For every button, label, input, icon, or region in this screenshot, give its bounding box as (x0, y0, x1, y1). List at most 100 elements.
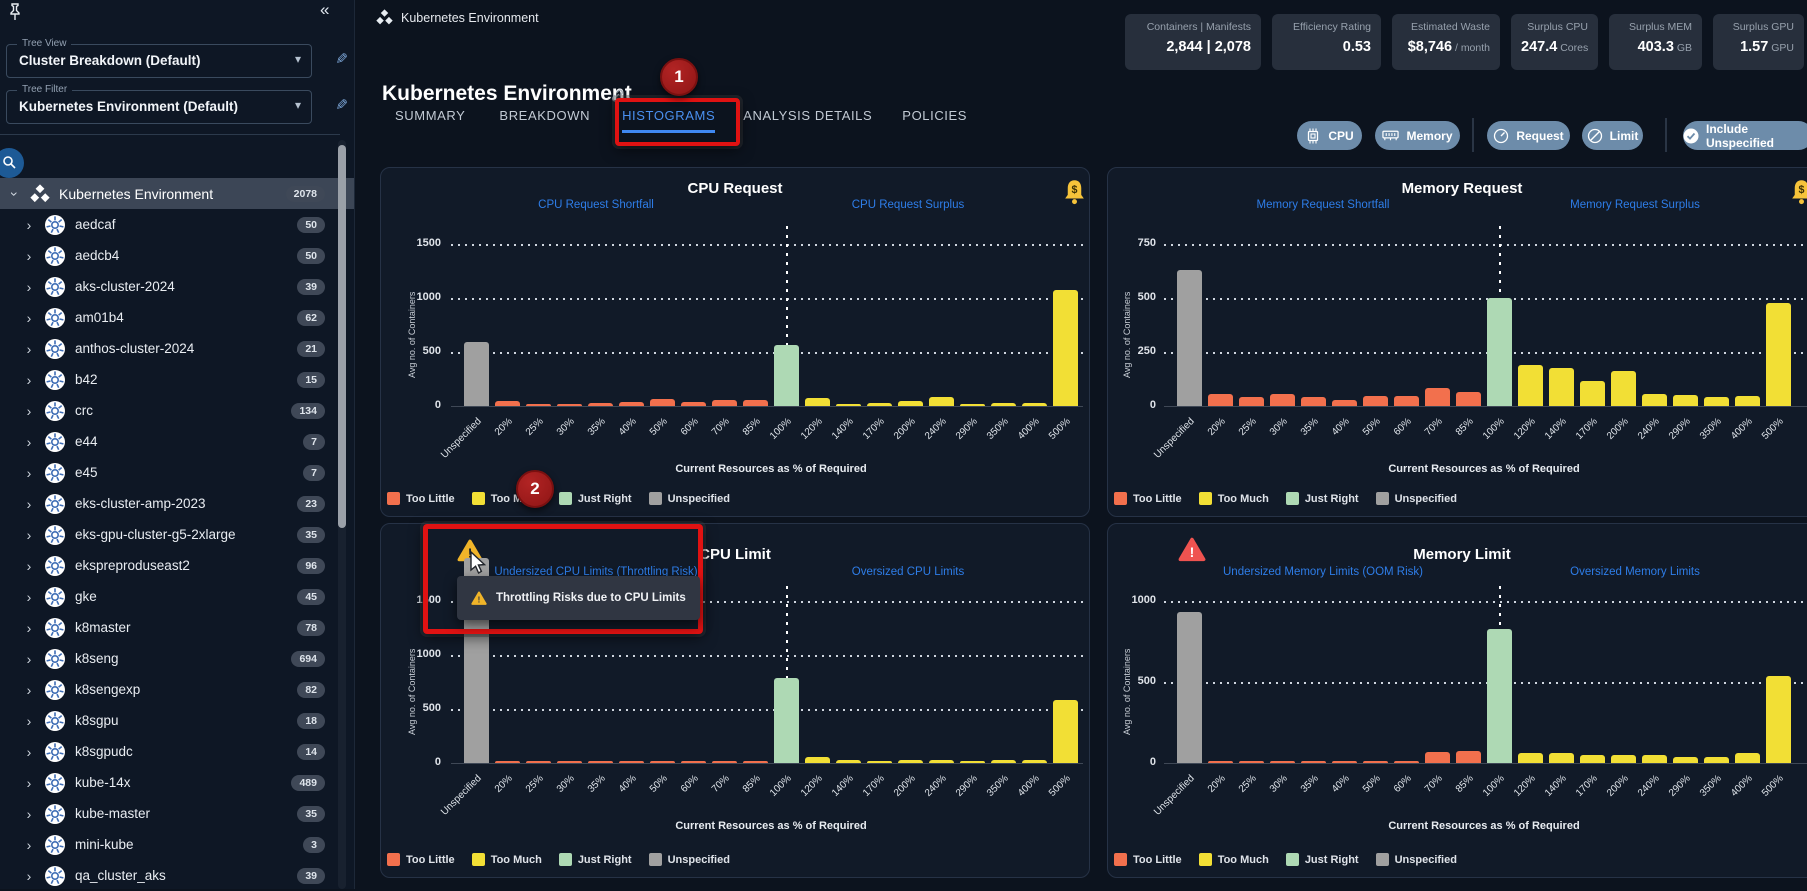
chevron-right-icon: › (26, 712, 32, 729)
bar-30% (557, 403, 582, 406)
tree-item-cluster[interactable]: › aks-cluster-2024 39 (0, 271, 354, 302)
edit-tree-view-button[interactable]: ✎ (335, 51, 348, 68)
filter-pill-label: Include Unspecified (1706, 121, 1775, 150)
tree-item-label: aedcb4 (75, 248, 120, 263)
tree-item-label: gke (75, 589, 97, 604)
bar-120% (805, 756, 830, 763)
chart-link-shortfall[interactable]: Undersized CPU Limits (Throttling Risk) (494, 566, 698, 578)
stat-label: Surplus MEM (1628, 21, 1692, 33)
tree-item-cluster[interactable]: › k8sgpudc 14 (0, 736, 354, 767)
legend-label: Too Much (1217, 853, 1269, 866)
filter-pill-label: Limit (1609, 128, 1639, 143)
x-axis-title: Current Resources as % of Required (1388, 820, 1580, 832)
bar-170% (1580, 754, 1605, 763)
divider (1665, 118, 1667, 152)
chart-link-shortfall[interactable]: Memory Request Shortfall (1256, 199, 1390, 211)
tree-item-cluster[interactable]: › kube-master 35 (0, 798, 354, 829)
bar-200% (1611, 754, 1636, 763)
x-axis-line (451, 406, 1083, 407)
stat-cards: Containers | Manifests 2,844 | 2,078 Effic… (1125, 14, 1804, 70)
tree-item-cluster[interactable]: › k8sengexp 82 (0, 674, 354, 705)
warning-triangle-red[interactable]: ! (1178, 537, 1206, 562)
filter-pill-request[interactable]: Request (1487, 121, 1570, 150)
tab-histograms[interactable]: HISTOGRAMS (622, 108, 716, 133)
filter-pill-cpu[interactable]: CPU (1297, 121, 1362, 150)
tree-item-cluster[interactable]: › eks-gpu-cluster-g5-2xlarge 35 (0, 519, 354, 550)
tree-item-cluster[interactable]: › e45 7 (0, 457, 354, 488)
legend-swatch (471, 853, 485, 866)
tree-item-cluster[interactable]: › eks-cluster-amp-2023 23 (0, 488, 354, 519)
tree-item-cluster[interactable]: › k8master 78 (0, 612, 354, 643)
tab-summary[interactable]: SUMMARY (395, 108, 466, 123)
tree-item-cluster[interactable]: › k8sgpu 18 (0, 705, 354, 736)
bar-290% (1673, 395, 1698, 406)
chart-link-surplus[interactable]: CPU Request Surplus (851, 199, 965, 211)
bar-20% (1208, 761, 1233, 763)
tab-policies[interactable]: POLICIES (902, 108, 968, 123)
tree-item-count-badge: 14 (297, 743, 325, 760)
stat-unit: GPU (1768, 42, 1794, 54)
stat-unit: GB (1673, 42, 1692, 54)
tree-view-select[interactable]: Tree View Cluster Breakdown (Default) ▾ (6, 38, 312, 78)
chart-link-shortfall[interactable]: Undersized Memory Limits (OOM Risk) (1223, 566, 1423, 578)
bar-85% (743, 761, 768, 763)
tab-analysis-details[interactable]: ANALYSIS DETAILS (743, 108, 873, 123)
sidebar-scrollbar-thumb[interactable] (338, 145, 346, 528)
pin-icon[interactable] (6, 3, 24, 21)
tree-item-cluster[interactable]: › anthos-cluster-2024 21 (0, 333, 354, 364)
tree-item-cluster[interactable]: › crc 134 (0, 395, 354, 426)
filter-pill-limit[interactable]: Limit (1582, 121, 1643, 150)
bar-30% (1270, 761, 1295, 763)
bar-200% (898, 400, 923, 406)
legend-label: Just Right (1304, 492, 1359, 505)
tree-item-cluster[interactable]: › am01b4 62 (0, 302, 354, 333)
tree-item-cluster[interactable]: › aedcb4 50 (0, 240, 354, 271)
stat-value: 2,844 | 2,078 (1166, 39, 1251, 55)
bar-20% (495, 761, 520, 763)
tree-item-cluster[interactable]: › k8seng 694 (0, 643, 354, 674)
legend-label: Too Little (1133, 492, 1182, 505)
tree-item-cluster[interactable]: › e44 7 (0, 426, 354, 457)
gridline (451, 352, 1083, 354)
tree-item-cluster[interactable]: › qa_cluster_aks 39 (0, 860, 354, 891)
tree-item-count-badge: 62 (297, 309, 325, 326)
tree-item-cluster[interactable]: › kube-14x 489 (0, 767, 354, 798)
tab-breakdown[interactable]: BREAKDOWN (499, 108, 591, 123)
filter-pill-label: CPU (1328, 128, 1354, 143)
chart-link-shortfall[interactable]: CPU Request Shortfall (538, 199, 654, 211)
chart-link-surplus[interactable]: Oversized Memory Limits (1570, 566, 1700, 578)
chart-link-surplus[interactable]: Oversized CPU Limits (851, 566, 965, 578)
filter-pill-label: Request (1516, 128, 1564, 143)
tree-item-cluster[interactable]: › b42 15 (0, 364, 354, 395)
tree-item-root[interactable]: › Kubernetes Environment 2078 (0, 178, 354, 209)
bar-25% (1239, 761, 1264, 763)
warning-triangle-icon: ! (471, 591, 487, 606)
kubernetes-cluster-icon (44, 307, 66, 329)
tree-item-count-badge: 18 (297, 712, 325, 729)
tree-item-cluster[interactable]: › gke 45 (0, 581, 354, 612)
legend-swatch (1114, 853, 1127, 866)
tree-item-cluster[interactable]: › mini-kube 3 (0, 829, 354, 860)
collapse-sidebar-icon[interactable]: « (320, 0, 330, 19)
search-button[interactable] (0, 148, 24, 178)
tree-item-cluster[interactable]: › aedcaf 50 (0, 209, 354, 240)
cost-alert-bell-icon[interactable]: $ (1061, 178, 1088, 205)
bar-70% (1425, 752, 1450, 763)
cost-alert-bell-icon[interactable]: $ (1788, 178, 1807, 205)
legend-label: Too Much (490, 853, 542, 866)
tree-item-label: k8sgpudc (75, 744, 133, 759)
bar-25% (1239, 397, 1264, 406)
tree-filter-select[interactable]: Tree Filter Kubernetes Environment (Defa… (6, 84, 312, 124)
filter-pill-memory[interactable]: Memory (1375, 121, 1460, 150)
tree-item-label: crc (75, 403, 93, 418)
kubernetes-cluster-icon (44, 524, 66, 546)
edit-tree-filter-button[interactable]: ✎ (335, 97, 348, 114)
filter-pill-include-unspecified[interactable]: Include Unspecified (1683, 121, 1807, 150)
chart-link-surplus[interactable]: Memory Request Surplus (1570, 199, 1700, 211)
bar-30% (557, 761, 582, 763)
legend-item: Too Much (1198, 492, 1269, 505)
legend-swatch (648, 853, 662, 866)
legend-label: Just Right (577, 492, 632, 505)
stat-card-4: Surplus CPU 247.4 Cores (1511, 14, 1598, 70)
tree-item-cluster[interactable]: › ekspreproduseast2 96 (0, 550, 354, 581)
